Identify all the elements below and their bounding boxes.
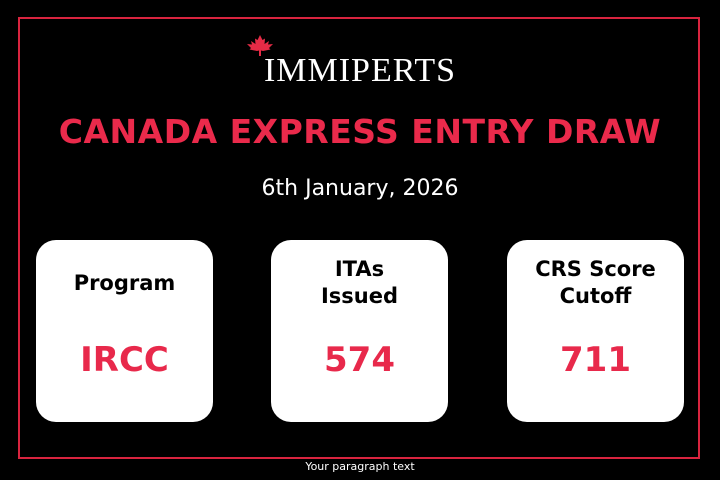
card-value: IRCC [80,340,169,380]
card-label-line: CRS Score [535,257,656,281]
card-label-line: Cutoff [559,284,632,308]
maple-leaf-icon [247,35,273,56]
title: CANADA EXPRESS ENTRY DRAW [58,112,662,151]
stat-card: Program IRCC [36,240,213,422]
date: 6th January, 2026 [261,176,459,201]
brand-name: IMMIPERTS [263,52,457,89]
card-label: Program [36,270,213,297]
card-label: CRS Score Cutoff [507,256,684,310]
stat-card: ITAs Issued 574 [271,240,448,422]
card-value: 574 [324,340,395,380]
card-value: 711 [560,340,631,380]
card-label: ITAs Issued [271,256,448,310]
footer-text: Your paragraph text [305,460,415,473]
frame [18,17,700,459]
card-label-line: Program [73,271,176,295]
card-label-line: ITAs [334,257,385,281]
stat-card: CRS Score Cutoff 711 [507,240,684,422]
card-label-line: Issued [320,284,399,308]
